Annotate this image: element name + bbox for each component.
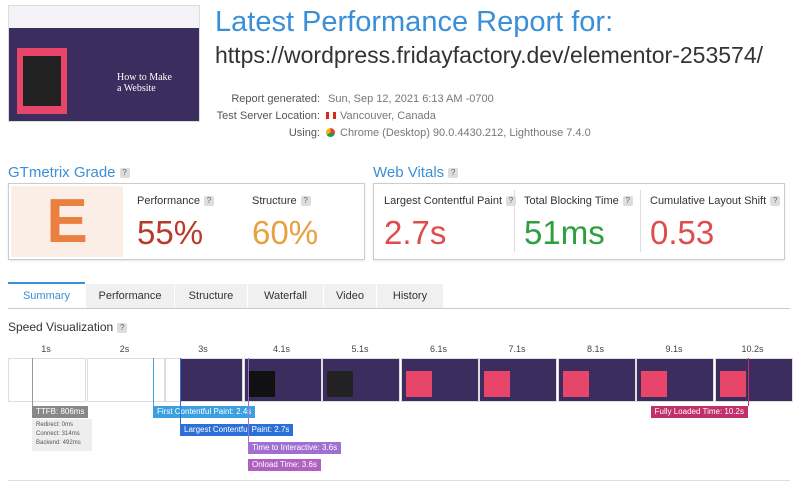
frame-shot [484,371,510,397]
time-label: 8.1s [586,344,604,354]
frame [557,358,636,402]
frame [714,358,793,402]
metric-value: 0.53 [650,214,715,251]
detail-label: Test Server Location: [216,110,320,122]
metric-label: Structure? [252,195,311,207]
metric-label: Performance? [137,195,214,207]
grade-title: GTmetrix Grade [8,164,116,181]
marker-label: TTFB: 806ms [32,406,89,418]
marker-label: Largest Contentful Paint: 2.7s [180,424,294,436]
time-label: 5.1s [351,344,369,354]
marker-label: Time to Interactive: 3.6s [248,442,342,454]
time-label: 4.1s [272,344,290,354]
time-label: 1s [41,344,51,354]
grade-box: E Performance? 55% Structure? 60% [8,183,365,260]
section-title: Speed Visualization? [8,320,128,334]
thumbnail-heading: How to Make a Website [117,72,172,94]
ttfb-details: Redirect: 0ms Connect: 314ms Backend: 49… [32,419,92,451]
time-label: 3s [198,344,208,354]
marker-label: First Contentful Paint: 2.4s [153,406,256,418]
metric-value: 2.7s [384,214,447,251]
metric-label: Cumulative Layout Shift? [650,195,781,207]
metric-label: Total Blocking Time? [524,195,633,207]
detail-label: Using: [288,127,320,139]
metric-value: 51ms [524,214,605,251]
detail-value: Vancouver, Canada [340,110,436,122]
detail-value: Sun, Sep 12, 2021 6:13 AM -0700 [328,93,494,105]
time-label: 2s [119,344,130,354]
help-icon[interactable]: ? [117,322,128,333]
tab[interactable]: History [377,284,443,309]
detail: Backend: 492ms [36,440,81,446]
detail: Connect: 314ms [36,431,80,437]
report-url: https://wordpress.fridayfactory.dev/elem… [215,42,764,68]
detail: Redirect: 0ms [36,422,74,428]
help-icon[interactable]: ? [203,196,214,207]
detail-value: Chrome (Desktop) 90.0.4430.212, Lighthou… [340,127,591,139]
grade-letter: E [46,187,88,256]
tab[interactable]: Structure [175,284,247,309]
time-label: 6.1s [429,344,447,354]
help-icon[interactable]: ? [448,168,459,179]
frame [243,358,322,402]
tab[interactable]: Performance [86,284,174,309]
frame-shot [641,371,667,397]
section-title: GTmetrix Grade? [8,164,130,181]
metric-value: 60% [252,214,319,251]
frame [479,358,557,402]
label: Cumulative Layout Shift [650,195,767,207]
label: Structure [252,195,297,207]
frame-shot [248,371,275,397]
metric-value: 55% [137,214,204,251]
time-label: 7.1s [508,344,526,354]
marker-label: Onload Time: 3.6s [248,459,321,471]
label: Performance [137,195,200,207]
tab[interactable]: Waterfall [248,284,323,309]
speed-title: Speed Visualization [8,320,114,334]
frame [8,358,86,402]
frame [636,358,714,402]
frame [322,358,400,402]
tab[interactable]: Video [324,284,376,309]
time-label: 10.2s [741,344,764,354]
marker-label: Fully Loaded Time: 10.2s [650,406,748,418]
section-title: Web Vitals? [373,164,459,181]
help-icon[interactable]: ? [300,196,311,207]
chrome-icon [326,128,335,137]
frame-shot [562,371,589,397]
frame [86,358,165,402]
thumbnail: How to Make a Website [8,5,200,122]
vitals-title: Web Vitals [373,164,445,181]
frame-shot [405,371,432,397]
frame-shot [327,371,353,397]
help-icon[interactable]: ? [622,196,633,207]
vitals-box: Largest Contentful Paint? 2.7s Total Blo… [373,183,785,260]
frame [165,358,243,402]
help-icon[interactable]: ? [506,196,517,207]
tab[interactable]: Summary [8,282,85,308]
help-icon[interactable]: ? [119,168,130,179]
label: Largest Contentful Paint [384,195,503,207]
label: Total Blocking Time [524,195,619,207]
time-label: 9.1s [665,344,683,354]
help-icon[interactable]: ? [770,196,781,207]
flag-icon [326,112,336,119]
frame-shot [719,371,746,397]
frame [400,358,479,402]
detail-label: Report generated: [231,93,320,105]
report-title: Latest Performance Report for: [215,6,614,38]
metric-label: Largest Contentful Paint? [384,195,517,207]
